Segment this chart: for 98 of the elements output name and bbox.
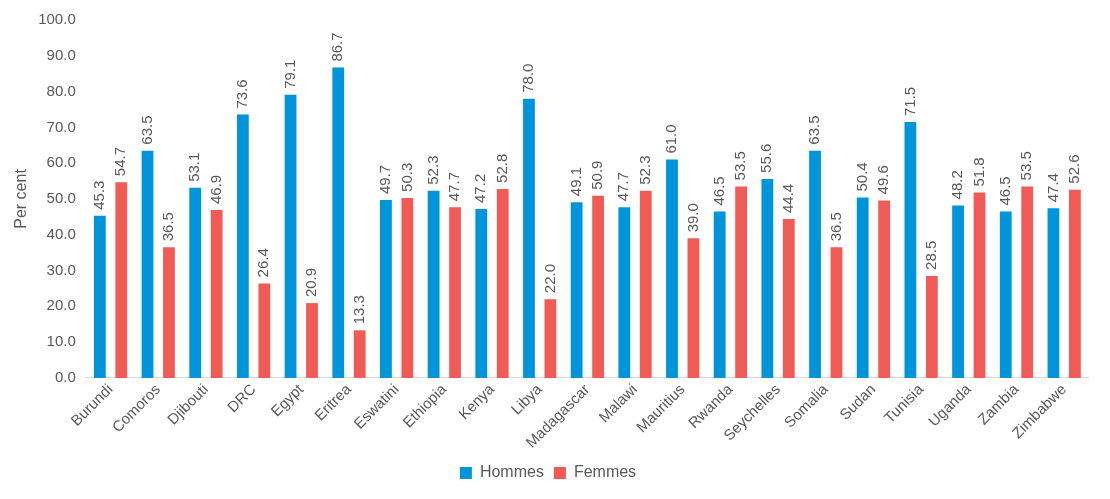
data-label: 52.6 — [1065, 154, 1083, 184]
bar — [973, 192, 986, 378]
bar — [189, 187, 202, 378]
data-label: 49.6 — [874, 165, 892, 195]
bar — [163, 247, 175, 378]
data-label: 52.3 — [635, 155, 653, 185]
data-label: 47.2 — [471, 173, 489, 203]
bar — [618, 207, 631, 378]
data-label: 71.5 — [900, 86, 918, 116]
y-tick-label: 70.0 — [46, 117, 76, 135]
data-label: 53.1 — [185, 152, 203, 182]
data-label: 28.5 — [921, 240, 939, 270]
bar — [380, 200, 392, 378]
data-label: 26.4 — [254, 248, 272, 278]
bar — [856, 197, 869, 378]
data-label: 86.7 — [328, 32, 346, 62]
bar — [306, 303, 318, 378]
data-label: 39.0 — [683, 203, 701, 233]
bar — [115, 182, 128, 378]
y-tick-label: 20.0 — [46, 296, 76, 314]
data-label: 47.7 — [614, 171, 632, 202]
bar — [475, 208, 488, 378]
bar — [449, 207, 461, 378]
data-label: 50.3 — [397, 162, 415, 192]
data-label: 78.0 — [519, 63, 537, 93]
data-label: 46.5 — [995, 176, 1013, 206]
data-label: 54.7 — [111, 146, 129, 177]
bar — [141, 150, 154, 378]
data-label: 61.0 — [662, 124, 680, 154]
data-label: 52.3 — [423, 155, 441, 185]
y-tick-label: 40.0 — [46, 224, 76, 242]
y-tick-label: 30.0 — [46, 260, 76, 278]
y-tick-label: 90.0 — [46, 45, 76, 63]
bar — [666, 159, 678, 378]
data-label: 49.1 — [566, 166, 584, 197]
bar — [1021, 186, 1034, 378]
bar — [878, 200, 891, 378]
data-label: 73.6 — [233, 79, 251, 109]
bar — [496, 188, 509, 378]
bar — [332, 67, 345, 378]
bar — [687, 238, 700, 378]
data-label: 46.5 — [709, 176, 727, 206]
data-label: 63.5 — [805, 115, 823, 145]
bar — [523, 98, 535, 378]
bar — [830, 247, 843, 378]
y-tick-label: 10.0 — [46, 332, 76, 350]
y-tick-label: 60.0 — [46, 153, 76, 171]
y-tick-label: 50.0 — [46, 189, 76, 207]
data-label: 52.8 — [492, 153, 510, 183]
y-tick-label: 0.0 — [54, 368, 76, 386]
bar — [427, 190, 440, 378]
data-label: 13.3 — [349, 295, 367, 325]
data-label: 63.5 — [137, 115, 155, 145]
bar — [284, 94, 297, 378]
data-label: 44.4 — [778, 183, 796, 213]
bar — [952, 205, 964, 378]
data-label: 50.9 — [588, 160, 606, 190]
data-label: 51.8 — [969, 157, 987, 187]
y-tick-label: 80.0 — [46, 81, 76, 99]
data-label: 36.5 — [826, 212, 844, 242]
data-label: 49.7 — [376, 164, 394, 195]
bar — [639, 190, 652, 378]
bar — [782, 219, 795, 378]
data-label: 55.6 — [757, 143, 775, 173]
data-label: 48.2 — [948, 170, 966, 200]
data-label: 46.9 — [206, 174, 224, 205]
bar — [544, 299, 557, 378]
bar — [592, 195, 604, 378]
y-axis-title: Per cent — [12, 168, 30, 229]
bar — [210, 210, 223, 378]
bar — [570, 202, 583, 378]
bar — [93, 215, 106, 378]
data-label: 47.7 — [445, 171, 463, 202]
data-label: 36.5 — [159, 212, 177, 242]
data-label: 47.4 — [1043, 173, 1061, 203]
data-label: 20.9 — [302, 267, 320, 298]
data-label: 79.1 — [280, 59, 298, 89]
bar — [258, 283, 271, 378]
legend-label: Femmes — [573, 463, 637, 481]
data-label: 50.4 — [852, 162, 870, 192]
data-label: 22.0 — [540, 263, 558, 294]
bar — [1047, 208, 1060, 378]
bar — [713, 211, 726, 378]
legend-label: Hommes — [479, 463, 544, 481]
data-label: 53.5 — [1017, 151, 1035, 181]
y-tick-label: 100.0 — [38, 10, 76, 28]
bar — [809, 150, 821, 378]
bar — [353, 330, 366, 378]
bar — [925, 275, 938, 378]
data-label: 45.3 — [89, 180, 107, 210]
bar — [401, 197, 414, 378]
bar — [1068, 189, 1081, 378]
data-label: 53.5 — [731, 151, 749, 181]
bar — [999, 211, 1012, 378]
bar — [236, 114, 249, 378]
bar — [735, 186, 748, 378]
bar — [761, 178, 774, 378]
bar — [904, 122, 917, 378]
